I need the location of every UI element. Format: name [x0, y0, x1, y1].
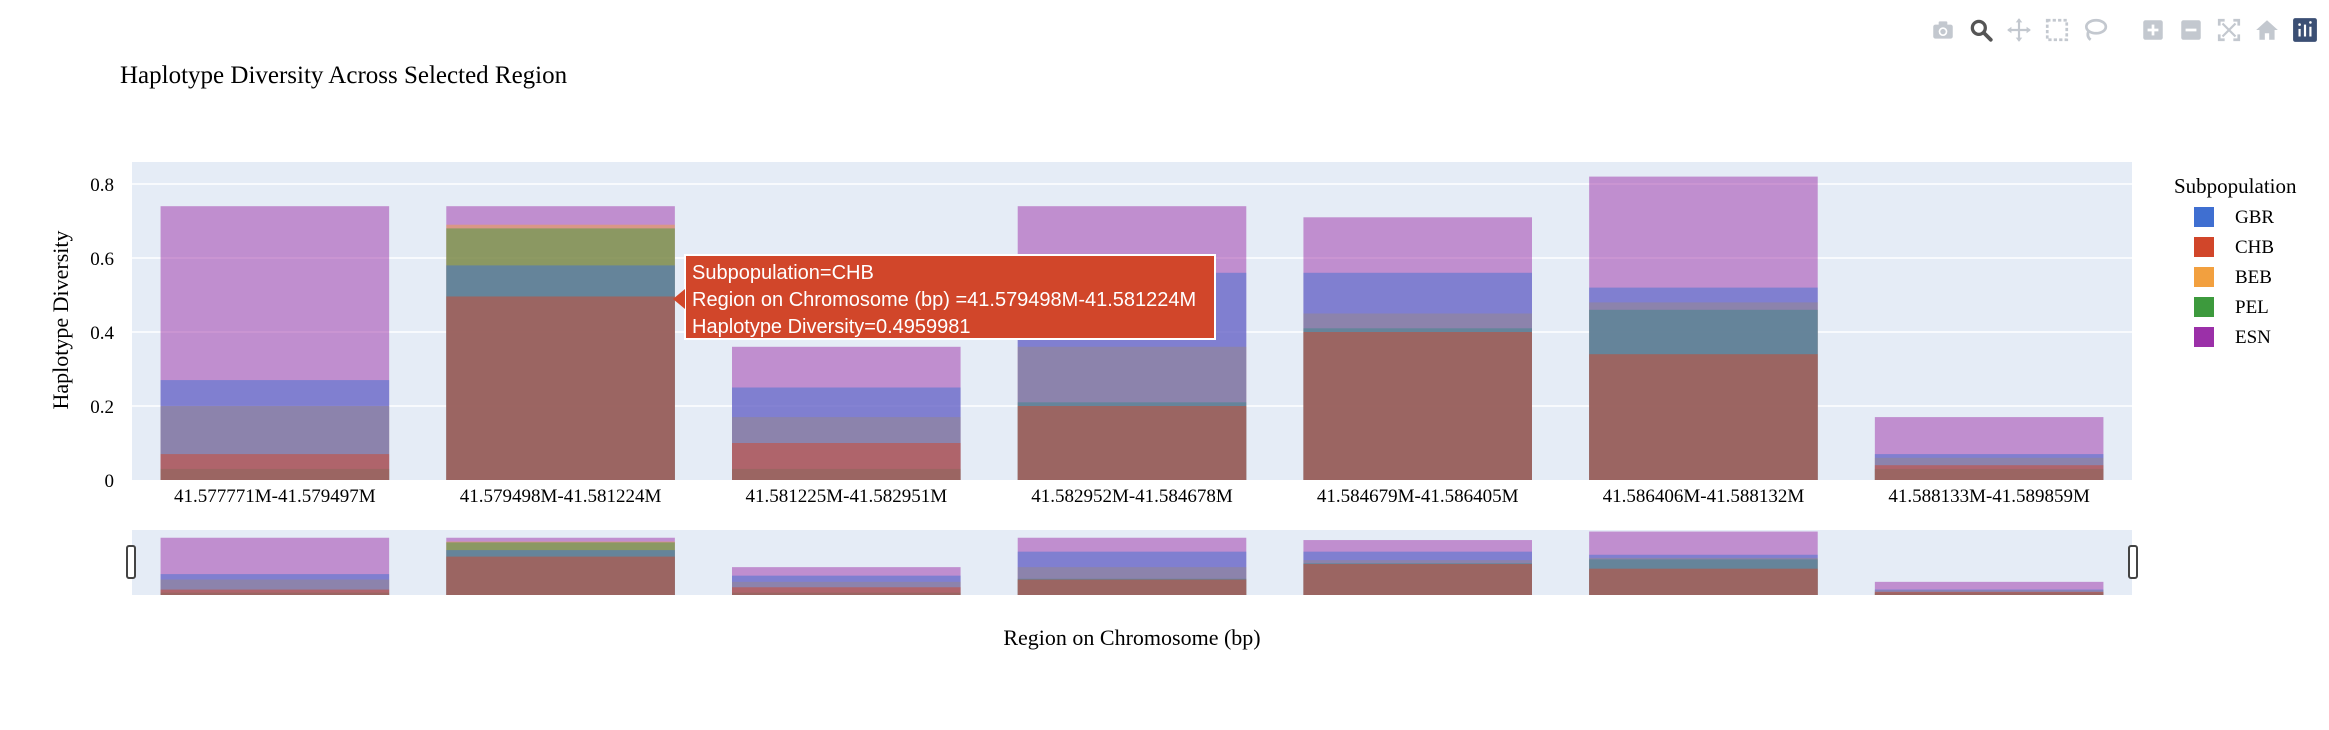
modebar	[1927, 14, 2321, 46]
x-tick-label: 41.582952M-41.584678M	[1031, 486, 1233, 507]
legend-swatch	[2194, 327, 2214, 347]
legend-label: GBR	[2235, 207, 2274, 228]
slider-bar-chb	[1589, 568, 1818, 595]
zoom-out-icon[interactable]	[2175, 14, 2207, 46]
legend-item-pel[interactable]: PEL	[2194, 297, 2269, 318]
legend[interactable]: GBR CHB BEB PEL ESN	[2194, 207, 2274, 348]
x-tick-label: 41.588133M-41.589859M	[1888, 486, 2090, 507]
legend-swatch	[2194, 267, 2214, 287]
legend-swatch	[2194, 207, 2214, 227]
hover-tooltip: Subpopulation=CHB Region on Chromosome (…	[673, 254, 1216, 340]
x-tick-label: 41.586406M-41.588132M	[1603, 486, 1805, 507]
bar-chb[interactable]	[1017, 406, 1247, 480]
tooltip-line-subpopulation: Subpopulation=CHB	[692, 262, 874, 284]
x-tick-label: 41.579498M-41.581224M	[460, 486, 662, 507]
autoscale-icon[interactable]	[2213, 14, 2245, 46]
y-tick-label: 0.6	[90, 249, 114, 270]
legend-item-chb[interactable]: CHB	[2194, 237, 2274, 258]
slider-bar-chb	[446, 556, 675, 595]
y-tick-label: 0.8	[90, 175, 114, 196]
legend-label: ESN	[2235, 327, 2271, 348]
x-tick-label: 41.577771M-41.579497M	[174, 486, 376, 507]
chart-title: Haplotype Diversity Across Selected Regi…	[120, 62, 568, 89]
x-tick-labels: 41.577771M-41.579497M 41.579498M-41.58122…	[174, 486, 2090, 507]
x-tick-label: 41.584679M-41.586405M	[1317, 486, 1519, 507]
rangeslider-handle-right[interactable]	[2128, 545, 2138, 579]
plotly-logo-icon[interactable]	[2289, 14, 2321, 46]
tooltip-line-region: Region on Chromosome (bp) =41.579498M-41…	[692, 289, 1197, 311]
bar-chb[interactable]	[1303, 332, 1532, 480]
zoom-icon[interactable]	[1965, 14, 1997, 46]
legend-label: CHB	[2235, 237, 2274, 258]
y-tick-label: 0.2	[90, 397, 114, 418]
x-tick-label: 41.581225M-41.582951M	[745, 486, 947, 507]
bars[interactable]	[160, 176, 2104, 481]
bar-chb[interactable]	[1589, 354, 1818, 480]
legend-item-beb[interactable]: BEB	[2194, 267, 2272, 288]
legend-item-gbr[interactable]: GBR	[2194, 207, 2274, 228]
slider-bar-chb	[160, 589, 390, 595]
bar-chb[interactable]	[446, 296, 675, 480]
rangeslider-bars	[160, 531, 2104, 595]
legend-item-esn[interactable]: ESN	[2194, 327, 2271, 348]
slider-bar-chb	[1017, 579, 1247, 595]
tooltip-line-diversity: Haplotype Diversity=0.4959981	[692, 316, 971, 338]
bar-chb[interactable]	[1874, 465, 2104, 480]
tooltip-arrow	[673, 289, 685, 309]
legend-swatch	[2194, 297, 2214, 317]
slider-bar-chb	[732, 587, 961, 595]
legend-swatch	[2194, 237, 2214, 257]
box-select-icon[interactable]	[2041, 14, 2073, 46]
camera-icon[interactable]	[1927, 14, 1959, 46]
y-tick-labels: 0 0.2 0.4 0.6 0.8	[90, 175, 114, 492]
slider-bar-chb	[1303, 564, 1532, 595]
x-axis-label: Region on Chromosome (bp)	[1003, 625, 1260, 650]
reset-axes-icon[interactable]	[2251, 14, 2283, 46]
zoom-in-icon[interactable]	[2137, 14, 2169, 46]
slider-bar-chb	[1874, 591, 2104, 595]
bar-chb[interactable]	[160, 454, 390, 480]
y-tick-label: 0	[105, 471, 115, 492]
y-axis-label: Haplotype Diversity	[48, 230, 73, 409]
legend-title: Subpopulation	[2174, 174, 2297, 198]
legend-label: BEB	[2235, 267, 2272, 288]
lasso-select-icon[interactable]	[2079, 14, 2111, 46]
rangeslider-handle-left[interactable]	[126, 545, 136, 579]
pan-icon[interactable]	[2003, 14, 2035, 46]
y-tick-label: 0.4	[90, 323, 114, 344]
legend-label: PEL	[2235, 297, 2269, 318]
bar-chb[interactable]	[732, 443, 961, 480]
